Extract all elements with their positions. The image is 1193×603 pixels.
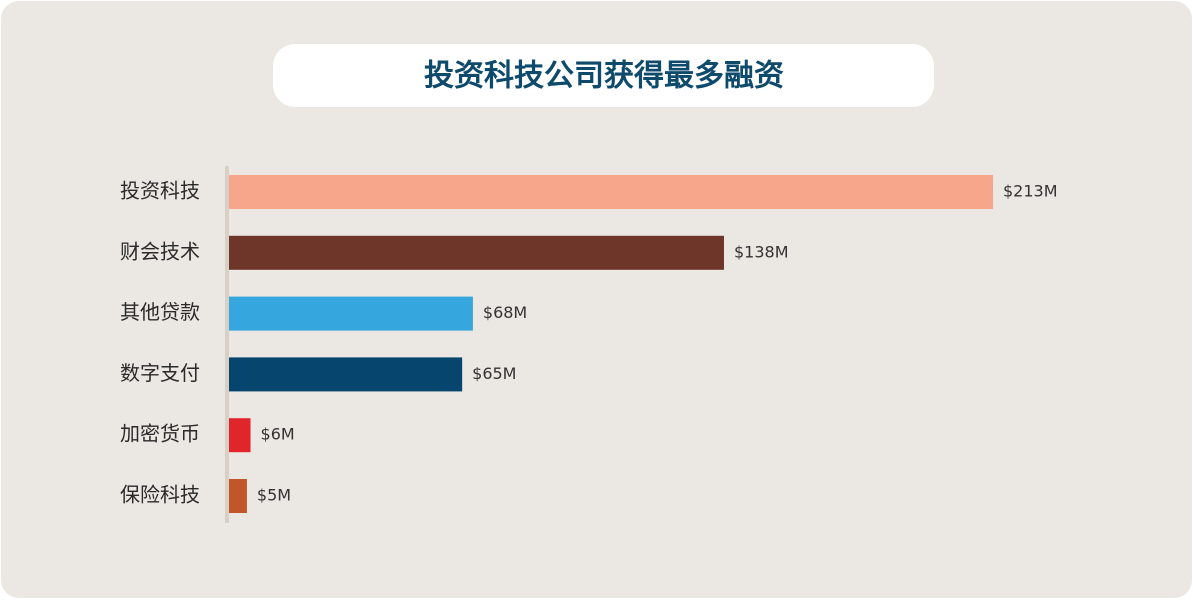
category-label: 投资科技	[120, 179, 200, 203]
value-label: $65M	[472, 364, 516, 383]
category-label: 数字支付	[120, 361, 200, 385]
category-label: 财会技术	[120, 239, 200, 263]
bar	[229, 479, 247, 513]
value-label: $213M	[1003, 182, 1058, 201]
value-label: $6M	[261, 425, 295, 444]
bar	[229, 418, 251, 453]
bar	[229, 357, 463, 392]
value-label: $138M	[734, 242, 789, 261]
value-label: $68M	[483, 303, 527, 322]
bar	[229, 296, 473, 331]
value-label: $5M	[257, 486, 291, 505]
chart-title: 投资科技公司获得最多融资	[424, 59, 784, 94]
category-label: 保险科技	[120, 483, 200, 507]
title-pill	[273, 44, 934, 107]
bar	[229, 235, 724, 270]
category-label: 加密货币	[120, 422, 200, 446]
category-label: 其他贷款	[120, 300, 200, 324]
bar	[229, 175, 993, 209]
